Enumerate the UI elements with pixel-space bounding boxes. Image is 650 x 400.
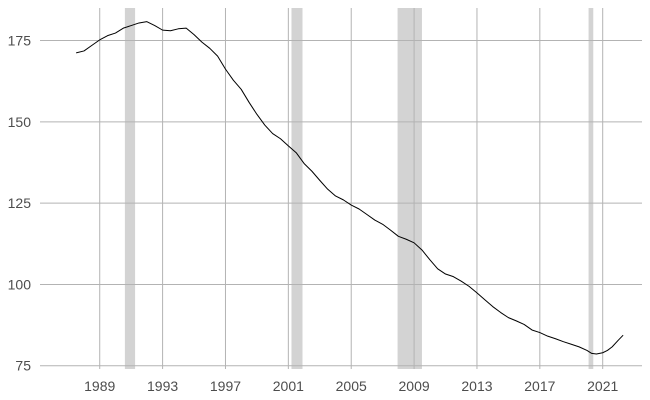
y-tick-label: 125	[8, 195, 32, 211]
x-tick-label: 2009	[399, 378, 430, 394]
y-axis-tick-labels: 75 100 125 150 175	[8, 33, 32, 374]
recession-band-4	[588, 8, 594, 369]
series-line	[76, 21, 624, 355]
x-tick-label: 1993	[147, 378, 178, 394]
x-tick-label: 1997	[210, 378, 241, 394]
x-tick-label: 2001	[273, 378, 304, 394]
x-tick-label: 1989	[84, 378, 115, 394]
recession-band-3	[397, 8, 422, 369]
y-tick-label: 150	[8, 114, 32, 130]
x-tick-label: 2013	[461, 378, 492, 394]
y-tick-label: 75	[15, 358, 31, 374]
x-axis-tick-labels: 1989 1993 1997 2001 2005 2009 2013 2017 2021	[84, 378, 618, 394]
series-line-1	[76, 21, 624, 355]
recession-band-1	[124, 8, 136, 369]
recession-band-2	[291, 8, 303, 369]
x-tick-label: 2005	[336, 378, 367, 394]
recession-bands	[124, 8, 594, 369]
y-tick-label: 175	[8, 33, 32, 49]
x-tick-label: 2017	[524, 378, 555, 394]
y-tick-label: 100	[8, 276, 32, 292]
grid	[40, 8, 642, 369]
x-tick-label: 2021	[587, 378, 618, 394]
